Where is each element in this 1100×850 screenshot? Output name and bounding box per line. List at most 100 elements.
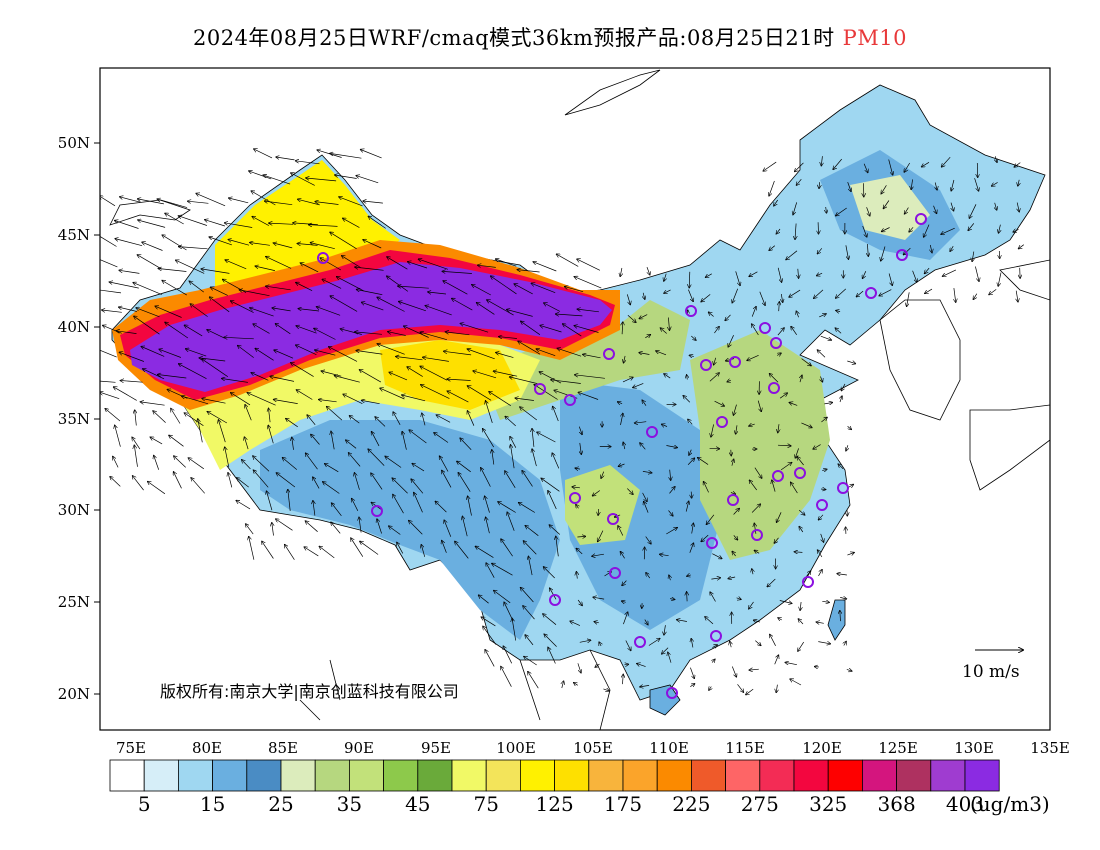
wind-vector [252, 217, 269, 226]
wind-vector [593, 597, 605, 599]
wind-vector [711, 578, 720, 579]
wind-vector [298, 309, 320, 312]
wind-vector [666, 528, 677, 535]
wind-vector [656, 351, 667, 356]
wind-vector [1017, 202, 1019, 212]
wind-vector [188, 458, 205, 470]
city-marker [896, 249, 908, 261]
wind-vector [712, 645, 717, 648]
wind-vector [778, 424, 779, 432]
wind-vector [709, 312, 714, 317]
wind-vector [169, 435, 184, 447]
wind-vector [840, 597, 846, 599]
wind-vector [541, 478, 560, 492]
wind-vector [266, 257, 292, 269]
wind-vector [754, 550, 760, 553]
wind-vector [777, 512, 782, 522]
wind-vector [710, 592, 716, 602]
wind-vector [801, 422, 812, 428]
wind-vector [517, 270, 540, 273]
colorbar-tick-label: 275 [741, 792, 779, 816]
wind-vector [537, 432, 556, 443]
wind-vector [113, 456, 119, 468]
wind-vector [371, 473, 383, 490]
wind-vector [645, 619, 648, 625]
wind-vector [349, 416, 360, 424]
wind-vector [150, 437, 163, 445]
wind-vector [157, 199, 188, 208]
wind-vector [460, 438, 472, 451]
wind-vector [140, 402, 165, 406]
moderate-zone-east [690, 330, 830, 560]
wind-vector [701, 534, 709, 541]
wind-vector [372, 432, 380, 447]
wind-vector [460, 323, 489, 333]
wind-vector [796, 311, 798, 318]
wind-vector [496, 259, 517, 267]
wind-vector [472, 285, 491, 296]
wind-vector [867, 243, 868, 256]
wind-vector [975, 266, 979, 282]
wind-vector [627, 314, 636, 322]
wind-vector [577, 599, 582, 606]
wind-vector [1018, 179, 1019, 186]
wind-vector [973, 293, 978, 300]
wind-vector [225, 260, 247, 270]
wind-vector [531, 283, 556, 294]
wind-vector [458, 473, 471, 492]
wind-vector [623, 612, 627, 625]
lon-label: 105E [573, 739, 613, 757]
wind-vector [752, 324, 759, 336]
colorbar-swatch [177, 759, 213, 792]
wind-vector [943, 269, 957, 276]
wind-vector [120, 197, 141, 203]
wind-vector [291, 363, 314, 377]
wind-vector [317, 307, 341, 316]
wind-vector [664, 273, 666, 281]
wind-vector [447, 379, 471, 380]
wind-vector [759, 291, 765, 306]
wind-vector [785, 662, 797, 664]
wind-vector [357, 290, 383, 296]
wind-vector [154, 456, 160, 470]
wind-vector [486, 563, 495, 578]
wind-vector [507, 310, 533, 317]
wind-vector [820, 335, 832, 340]
wind-vector [583, 354, 601, 359]
wind-vector [819, 182, 820, 188]
wind-vector [847, 361, 855, 364]
wind-vector [669, 575, 671, 581]
wind-vector [228, 240, 250, 246]
wind-vector [856, 290, 864, 297]
wind-vector [250, 243, 270, 246]
wind-vector [309, 225, 338, 227]
wind-vector [786, 250, 798, 260]
city-marker [915, 213, 927, 225]
wind-vector [286, 419, 298, 428]
wind-vector [296, 326, 317, 334]
wind-vector [355, 332, 382, 335]
wind-vector [496, 353, 514, 358]
wind-vector [594, 622, 599, 623]
wind-vector [769, 180, 775, 196]
wind-vector [352, 499, 359, 511]
wind-vector [109, 282, 139, 289]
wind-vector [291, 173, 315, 186]
wind-vector [593, 490, 601, 496]
lon-label: 130E [954, 739, 994, 757]
wind-vector [457, 461, 471, 473]
wind-vector [421, 545, 426, 557]
wind-vector [904, 247, 911, 255]
wind-vector [100, 349, 117, 358]
wind-vector [620, 267, 622, 276]
lat-label: 40N [58, 318, 90, 336]
wind-vector [1014, 162, 1021, 167]
wind-vector [598, 530, 604, 542]
city-marker [759, 322, 771, 334]
wind-vector [574, 683, 578, 686]
wind-vector [736, 425, 737, 434]
wind-vector [836, 311, 841, 312]
wind-vector [434, 433, 449, 443]
wind-vector [237, 478, 249, 488]
